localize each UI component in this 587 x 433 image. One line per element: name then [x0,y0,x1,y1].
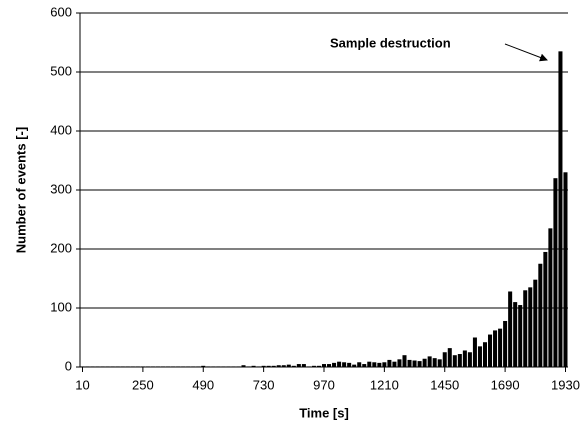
bar [563,172,568,367]
bar [503,320,508,367]
bar [276,365,281,367]
bar [543,251,548,367]
bar [261,365,266,367]
bar [296,364,301,367]
bar [397,359,402,367]
bar [201,365,206,367]
bar [377,362,382,367]
bar [558,51,563,367]
bar [286,364,291,367]
bar [291,365,296,367]
y-tick-label: 100 [50,299,72,314]
x-tick-label: 1210 [370,377,399,392]
bar [241,365,246,367]
x-tick-label: 970 [313,377,335,392]
bar [442,352,447,367]
bar [447,348,452,367]
bar [472,337,477,367]
bar [432,358,437,367]
bar [382,362,387,367]
bar [271,365,276,367]
x-tick-label: 1930 [551,377,580,392]
bar [327,364,332,367]
bar [347,362,352,367]
bar [387,359,392,367]
bar [337,361,342,367]
bar [281,365,286,367]
bar [332,362,337,367]
bar [477,346,482,367]
bar [266,365,271,367]
bar [548,228,553,367]
bar [392,361,397,367]
x-tick-label: 730 [253,377,275,392]
annotation-arrow [504,43,548,62]
bar [407,359,412,367]
y-tick-label: 400 [50,122,72,137]
bar [357,362,362,367]
bar [422,358,427,367]
bar [412,360,417,367]
y-tick-label: 500 [50,63,72,78]
bar [518,305,523,367]
bar [437,359,442,367]
x-tick-label: 1450 [430,377,459,392]
x-tick-label: 250 [132,377,154,392]
bar [553,178,558,367]
bar [316,365,321,367]
bar [513,302,518,367]
y-tick-label: 200 [50,240,72,255]
bar [342,362,347,367]
bar [528,287,533,367]
y-tick-label: 300 [50,181,72,196]
bar [523,290,528,367]
bar [488,334,493,367]
bar [538,263,543,367]
bar [467,352,472,367]
bar [508,291,513,367]
bar [452,355,457,367]
bar [367,361,372,367]
x-tick-label: 10 [75,377,89,392]
bar [372,362,377,367]
bar [493,330,498,367]
bar [533,279,538,367]
bar [482,342,488,367]
bar [362,364,367,367]
bar [498,328,503,367]
bar [251,365,256,367]
bar [462,350,467,367]
x-tick-label: 490 [192,377,214,392]
bar [301,364,306,367]
y-axis-title: Number of events [-] [13,127,28,253]
bar [457,354,462,367]
x-axis-title: Time [s] [299,405,349,420]
bar [402,355,407,367]
annotation: Sample destruction [330,35,451,50]
y-tick-label: 0 [65,358,72,373]
y-tick-label: 600 [50,4,72,19]
x-tick-label: 1690 [491,377,520,392]
bar [352,364,357,367]
bar [427,356,432,367]
bar [417,361,422,367]
bar [321,364,327,367]
bar [311,365,316,367]
